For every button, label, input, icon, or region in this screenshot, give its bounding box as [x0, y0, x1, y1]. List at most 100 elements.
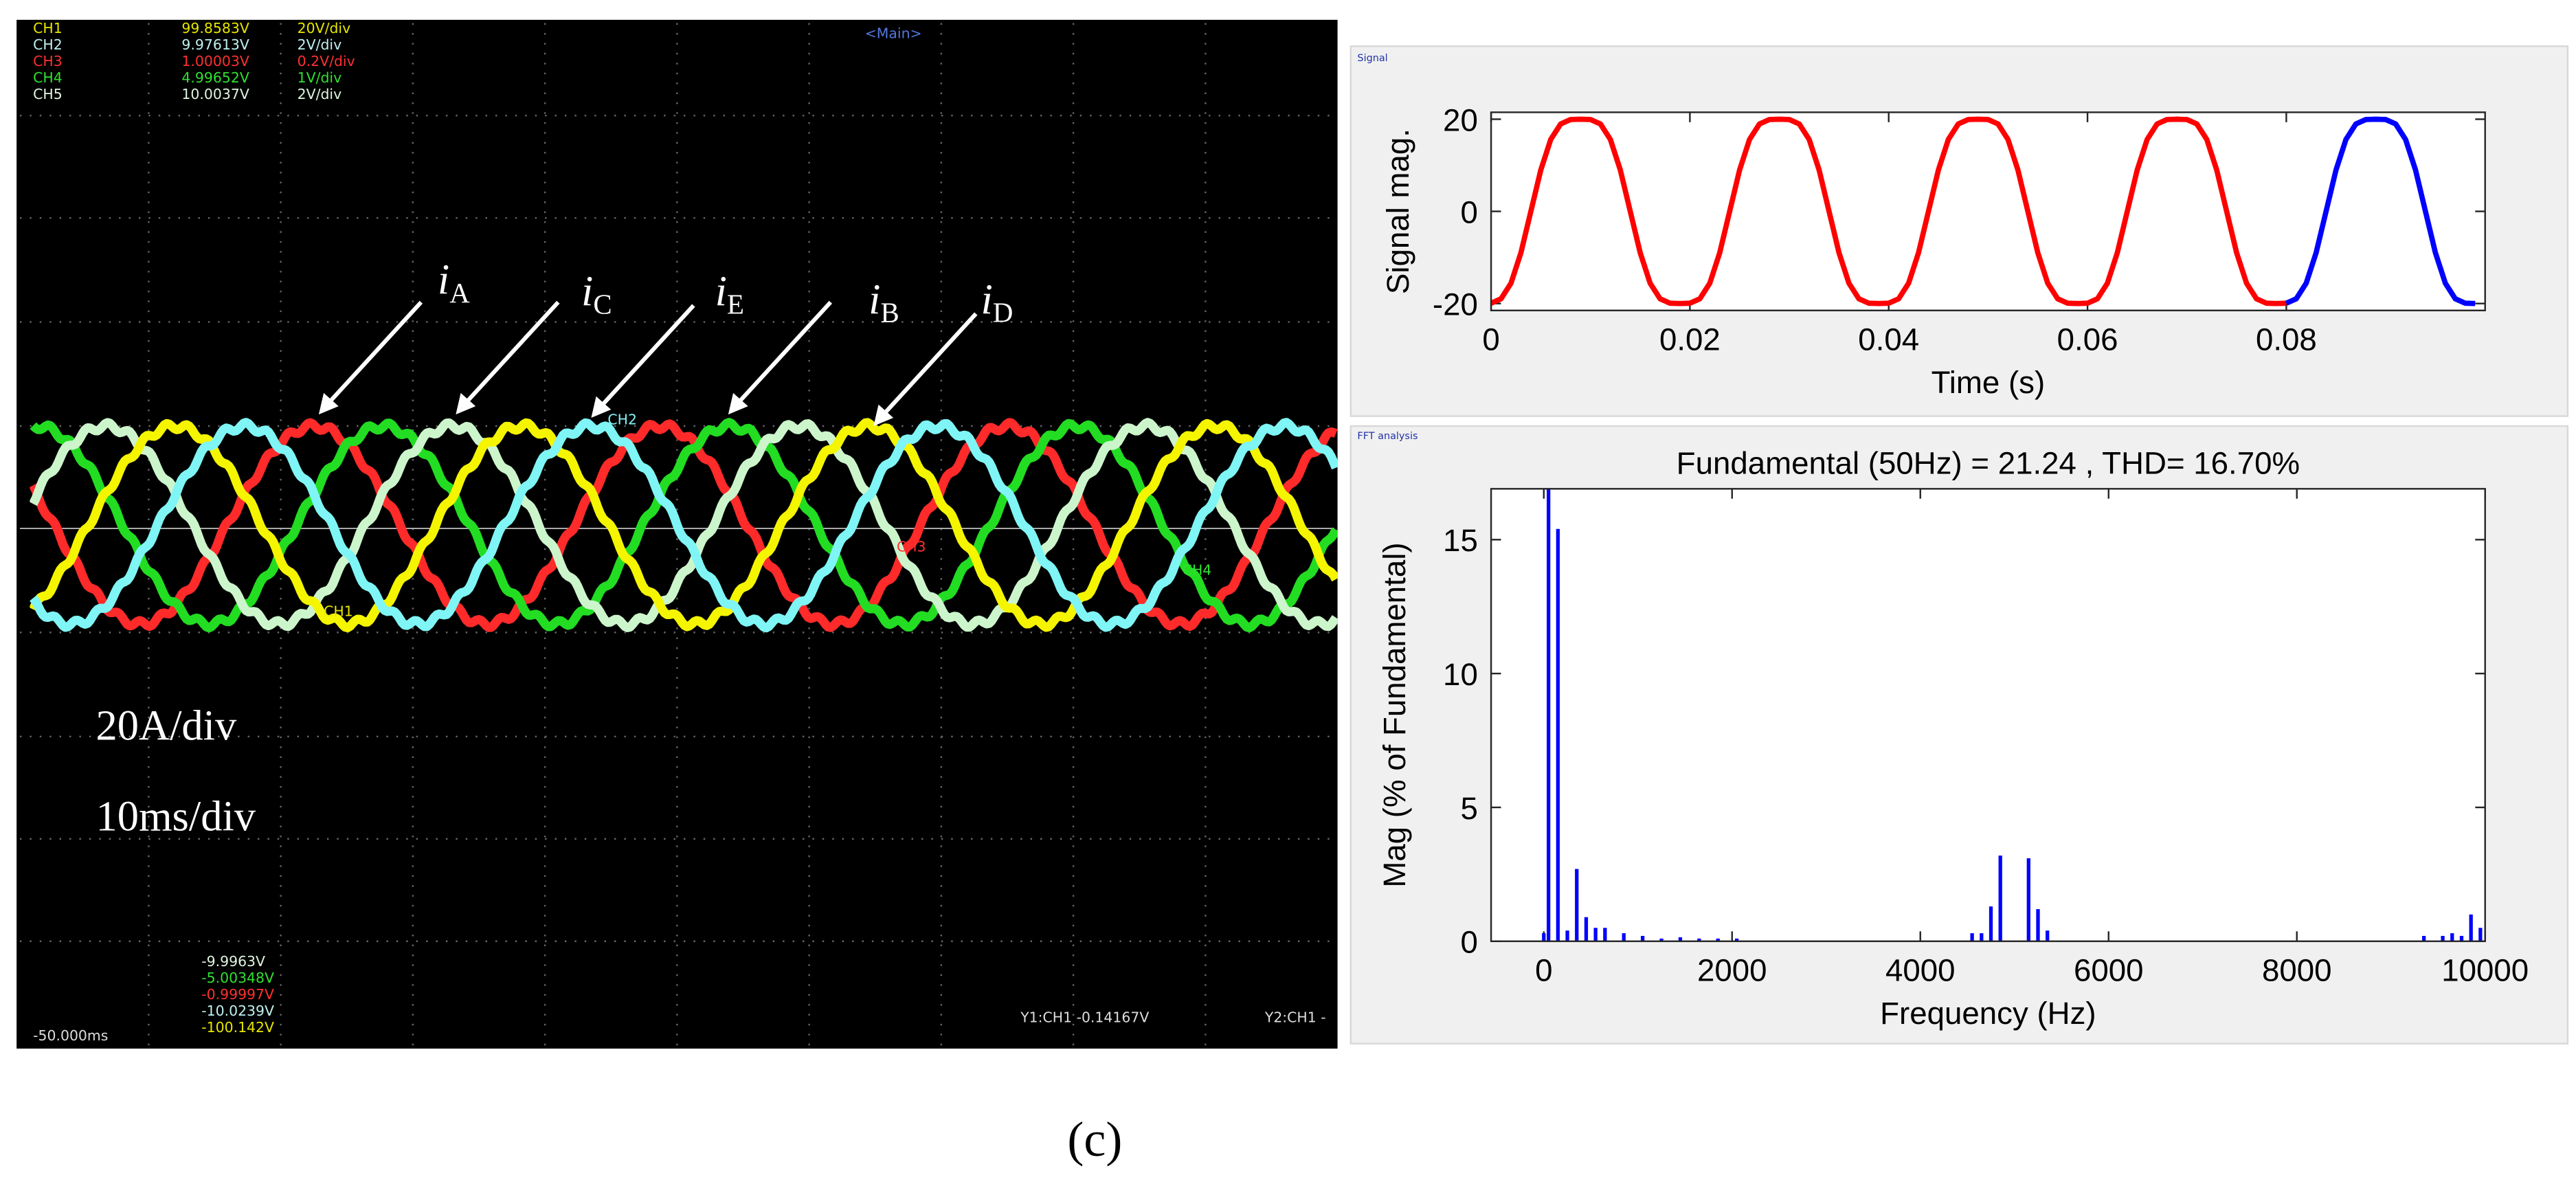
arrow-head: [318, 392, 339, 415]
spectrum-bar: [1575, 869, 1579, 941]
arrow-shaft: [327, 300, 423, 405]
x-tick-label: 10000: [2441, 952, 2529, 987]
current-scale: 20A/div: [96, 702, 237, 750]
time-offset: -50.000ms: [33, 1027, 108, 1044]
plot-frame: [1490, 488, 2486, 942]
panel-label: FFT analysis: [1357, 431, 1418, 442]
spectrum-bar: [1584, 917, 1589, 941]
channel-value: 10.0037V: [181, 86, 249, 102]
spectrum-bar: [1640, 935, 1645, 941]
trace-label: CH4: [1183, 561, 1212, 578]
current-label-sub: D: [993, 298, 1013, 328]
current-waveform: [30, 418, 1338, 633]
y-axis-label: Signal mag.: [1380, 129, 1415, 294]
caption: (c): [1067, 1112, 1122, 1167]
channel-scale: 0.2V/div: [298, 53, 355, 69]
x-tick-label: 0.02: [1659, 322, 1721, 357]
channel-min-value: -5.00348V: [201, 970, 274, 986]
x-axis-label: Frequency (Hz): [1880, 996, 2096, 1031]
channel-value: 9.97613V: [181, 36, 249, 53]
current-waveform: [30, 418, 1338, 632]
channel-min-value: -10.0239V: [201, 1003, 274, 1019]
arrow-head: [728, 392, 748, 415]
spectrum-bar: [1659, 938, 1664, 941]
spectrum-bar: [2046, 930, 2050, 941]
channel-min-value: -9.9963V: [201, 953, 265, 970]
spectrum-bar: [2441, 935, 2445, 941]
channel-value: 4.99652V: [181, 69, 249, 86]
channel-scale: 20V/div: [298, 20, 350, 36]
current-label-sub: E: [727, 289, 744, 320]
x-tick-label: 2000: [1697, 952, 1767, 987]
data-layer: [1542, 489, 2483, 941]
current-label-sub: C: [593, 289, 612, 320]
time-scale: 10ms/div: [96, 792, 256, 840]
spectrum-bar: [2469, 914, 2473, 941]
spectrum-bar: [2036, 908, 2040, 941]
y-tick-label: 5: [1460, 791, 1477, 826]
current-label-main: i: [869, 276, 880, 324]
chart-title: Fundamental (50Hz) = 21.24 , THD= 16.70%: [1677, 446, 2300, 481]
channel-name: CH3: [33, 53, 63, 69]
current-label-main: i: [715, 267, 727, 315]
spectrum-bar: [1593, 928, 1598, 941]
arrow-shaft: [464, 300, 560, 405]
spectrum-bar: [1622, 933, 1626, 941]
x-tick-label: 8000: [2262, 952, 2332, 987]
spectrum-bar: [1678, 937, 1683, 941]
x-axis-label: Time (s): [1931, 365, 2046, 400]
spectrum-bar: [2026, 858, 2030, 941]
current-waveform: [30, 418, 1338, 633]
current-label: iB: [869, 276, 899, 328]
oscilloscope: <Main> CH1 99.8583V 20V/div CH2 9.97613V 2V/di…: [19, 20, 1338, 1046]
chart: FFT analysis Fundamental (50Hz) = 21.24 ,…: [1357, 431, 2529, 1031]
spectrum-bar: [1980, 933, 1984, 941]
trace-label: CH3: [897, 539, 926, 555]
channel-name: CH1: [33, 20, 63, 36]
current-label-main: i: [438, 256, 449, 304]
x-tick-label: 4000: [1885, 952, 1956, 987]
signal-line: [1491, 116, 2287, 306]
y-tick-label: 10: [1443, 657, 1478, 692]
spectrum-bar: [1998, 856, 2002, 941]
channel-value: 99.8583V: [181, 20, 249, 36]
spectrum-bar: [1734, 938, 1739, 941]
plot-frame: [1490, 111, 2486, 311]
spectrum-bar: [2478, 928, 2483, 941]
channel-name: CH5: [33, 86, 63, 102]
spectrum-bar: [1556, 528, 1560, 941]
arrow-shaft: [599, 304, 695, 408]
current-label-sub: A: [449, 278, 470, 309]
current-label-main: i: [581, 267, 593, 315]
spectrum-bar: [1546, 489, 1551, 941]
y-tick-label: -20: [1433, 287, 1478, 322]
channel-scale: 2V/div: [298, 36, 342, 53]
y-tick-label: 0: [1460, 194, 1477, 230]
y-tick-label: 20: [1443, 102, 1478, 137]
y-tick-label: 15: [1443, 523, 1478, 558]
spectrum-bar: [1542, 933, 1546, 941]
spectrum-bar: [2422, 935, 2426, 941]
cursor-y1: Y1:CH1 -0.14167V: [1020, 1009, 1149, 1025]
arrow-head: [873, 404, 894, 426]
trace-label: CH2: [607, 412, 637, 428]
current-label: iE: [715, 267, 744, 320]
spectrum-bar: [1716, 938, 1720, 941]
plot-area: [1491, 112, 2485, 311]
arrow-head: [456, 392, 476, 415]
current-label: iA: [438, 256, 470, 309]
scope-header: <Main>: [865, 25, 922, 41]
channel-value: 1.00003V: [181, 53, 249, 69]
arrow-shaft: [737, 300, 833, 405]
cursor-y2: Y2:CH1 -: [1264, 1009, 1326, 1025]
x-tick-label: 0: [1535, 952, 1552, 987]
y-axis-label: Mag (% of Fundamental): [1377, 542, 1412, 887]
channel-scale: 1V/div: [298, 69, 342, 86]
channel-scale: 2V/div: [298, 86, 342, 102]
channel-min-value: -100.142V: [201, 1019, 274, 1036]
signal-line: [2285, 116, 2476, 306]
current-waveform: [30, 418, 1338, 633]
current-label: iC: [581, 267, 612, 320]
current-label: iD: [981, 276, 1013, 328]
